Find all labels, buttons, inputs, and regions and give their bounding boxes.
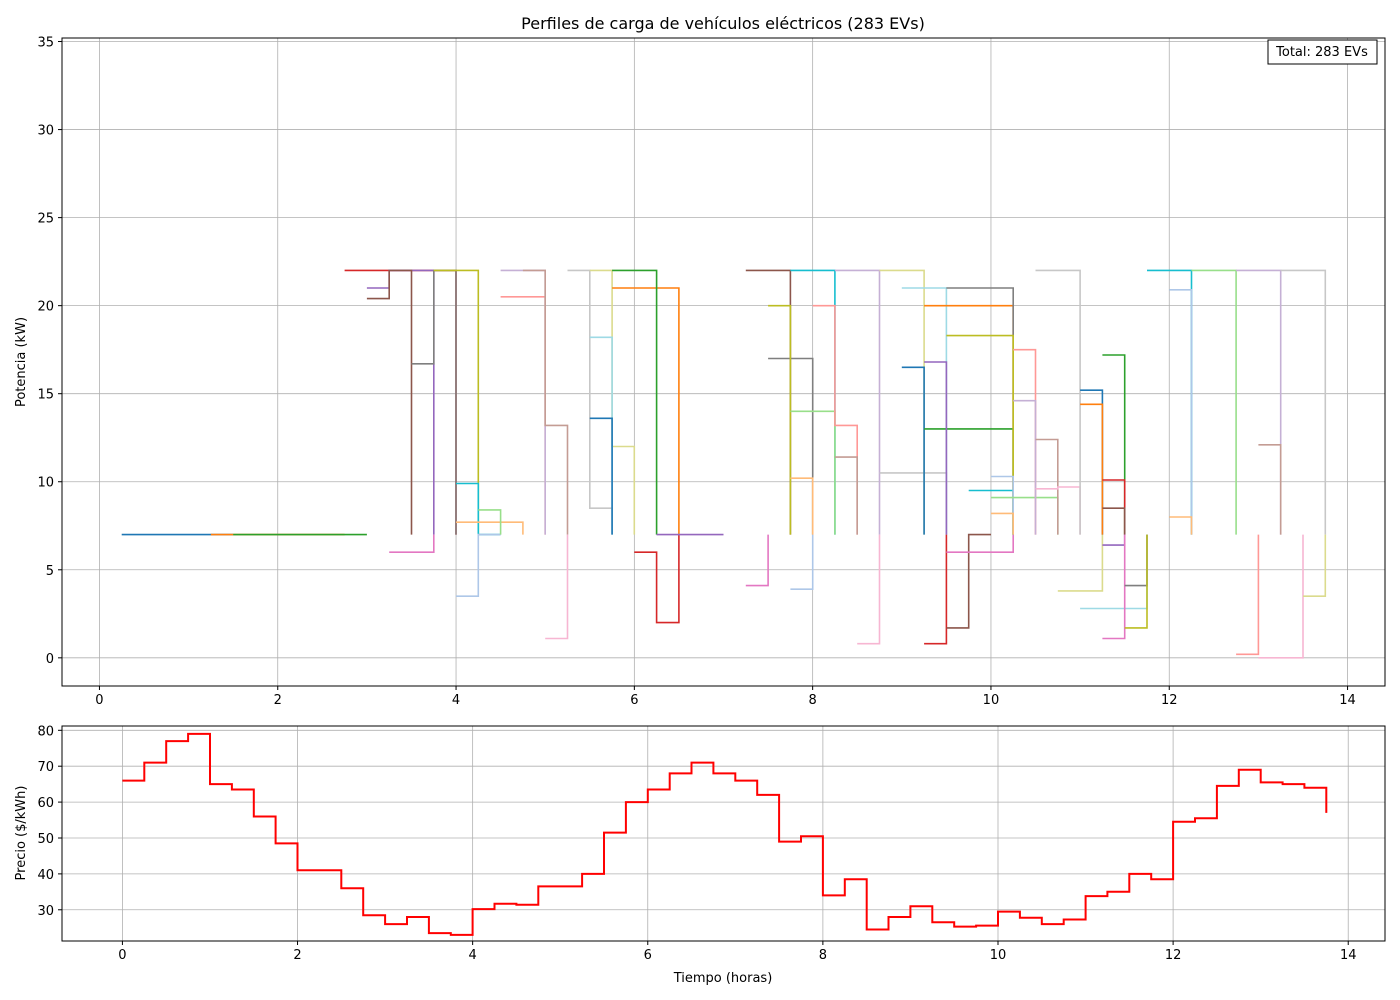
bottom-plot-frame: [61, 725, 1386, 942]
bottom-x-axis-ticks: 0 2 4 6 8 10 12 14: [118, 941, 1356, 963]
ev-load-profile-line: [1035, 269, 1081, 535]
bottom-x-tick-label: 4: [469, 948, 477, 963]
bottom-y-tick-label: 80: [37, 724, 54, 739]
ev-load-profile-line: [1035, 438, 1059, 535]
ev-load-profile-line: [545, 534, 569, 640]
ev-load-profile-line: [834, 269, 881, 535]
top-y-tick-label: 35: [37, 36, 54, 51]
bottom-x-tick-label: 10: [990, 948, 1007, 963]
ev-load-profile-line: [946, 534, 1014, 553]
ev-load-profile-line: [1236, 269, 1282, 535]
top-y-axis-label: Potencia (kW): [14, 317, 29, 407]
top-x-tick-label: 0: [95, 693, 103, 708]
ev-load-profile-line: [456, 533, 501, 597]
ev-load-profile-line: [946, 334, 1014, 535]
ev-load-profile-line: [1057, 534, 1104, 592]
price-step-line: [122, 732, 1328, 936]
ev-load-profile-line: [924, 534, 948, 645]
ev-load-profile-line: [1191, 269, 1237, 535]
bottom-y-tick-label: 60: [37, 796, 54, 811]
ev-load-profile-line: [790, 534, 814, 590]
load-profile-plot: 0 2 4 6 8 10 12 14 0 5 10 15 20 25 30 35 Potencia (kW)…: [14, 36, 1386, 708]
bottom-y-tick-label: 70: [37, 760, 54, 775]
ev-load-profile-line: [634, 534, 680, 624]
top-x-tick-label: 8: [809, 693, 817, 708]
top-x-tick-label: 2: [274, 693, 282, 708]
total-annotation-text: Total: 283 EVs: [1275, 45, 1368, 60]
bottom-y-tick-label: 30: [37, 904, 54, 919]
ev-load-profile-line: [790, 477, 814, 535]
bottom-y-tick-label: 40: [37, 868, 54, 883]
bottom-x-tick-label: 6: [644, 948, 652, 963]
top-x-tick-label: 4: [452, 693, 460, 708]
load-profile-series: [121, 269, 1327, 659]
ev-load-profile-line: [745, 534, 769, 587]
ev-load-profile-line: [901, 366, 925, 535]
bottom-y-axis-ticks: 30 40 50 60 70 80: [37, 724, 62, 919]
ev-load-profile-line: [433, 269, 480, 535]
bottom-x-tick-label: 0: [118, 948, 126, 963]
ev-load-profile-line: [389, 534, 435, 553]
top-y-tick-label: 25: [37, 212, 54, 227]
ev-load-profile-line: [456, 521, 524, 535]
bottom-x-axis-label: Tiempo (horas): [673, 971, 773, 986]
top-x-tick-label: 14: [1339, 693, 1356, 708]
ev-load-profile-line: [612, 269, 658, 535]
ev-load-profile-line: [1236, 534, 1260, 656]
top-x-tick-label: 6: [630, 693, 638, 708]
ev-load-profile-line: [924, 361, 948, 535]
ev-load-profile-line: [1080, 403, 1104, 535]
chart-title: Perfiles de carga de vehículos eléctrico…: [521, 14, 925, 33]
ev-load-profile-line: [1102, 507, 1126, 535]
bottom-y-axis-label: Precio ($/kWh): [14, 786, 29, 881]
top-y-tick-label: 30: [37, 124, 54, 139]
ev-load-profile-line: [834, 456, 858, 535]
ev-load-profile-line: [1258, 444, 1282, 535]
bottom-x-tick-label: 2: [293, 948, 301, 963]
total-annotation: Total: 283 EVs: [1267, 39, 1378, 65]
ev-load-profile-line: [1303, 534, 1327, 597]
top-x-axis-ticks: 0 2 4 6 8 10 12 14: [95, 686, 1356, 708]
bottom-grid: [62, 726, 1385, 941]
ev-load-profile-line: [946, 533, 991, 629]
ev-load-profile-line: [478, 509, 502, 535]
ev-load-profile-line: [1169, 289, 1193, 535]
top-y-tick-label: 0: [46, 652, 54, 667]
ev-load-profile-line: [768, 304, 792, 535]
bottom-x-tick-label: 14: [1340, 948, 1357, 963]
ev-load-profile-line: [790, 410, 836, 535]
ev-load-profile-line: [1102, 354, 1126, 535]
top-x-tick-label: 12: [1161, 693, 1178, 708]
ev-load-profile-line: [857, 534, 881, 645]
bottom-x-tick-label: 8: [819, 948, 827, 963]
top-y-axis-ticks: 0 5 10 15 20 25 30 35: [37, 36, 62, 667]
price-series: [122, 732, 1328, 936]
ev-load-profile-line: [1280, 269, 1327, 535]
bottom-y-tick-label: 50: [37, 832, 54, 847]
top-x-tick-label: 10: [983, 693, 1000, 708]
ev-load-profile-line: [1124, 534, 1148, 629]
ev-load-profile-line: [991, 512, 1014, 535]
ev-load-profile-line: [768, 357, 814, 535]
ev-load-profile-line: [589, 417, 613, 535]
top-y-tick-label: 10: [37, 476, 54, 491]
top-y-tick-label: 15: [37, 388, 54, 403]
ev-load-profile-line: [1102, 534, 1126, 640]
ev-load-profile-line: [522, 269, 569, 535]
ev-load-profile-line: [366, 269, 413, 535]
top-y-tick-label: 20: [37, 300, 54, 315]
top-plot-frame: [61, 37, 1386, 687]
ev-load-profile-line: [1013, 399, 1037, 535]
bottom-x-tick-label: 12: [1165, 948, 1182, 963]
top-y-tick-label: 5: [46, 564, 54, 579]
ev-load-profile-line: [1169, 516, 1193, 535]
top-grid: [62, 38, 1385, 686]
